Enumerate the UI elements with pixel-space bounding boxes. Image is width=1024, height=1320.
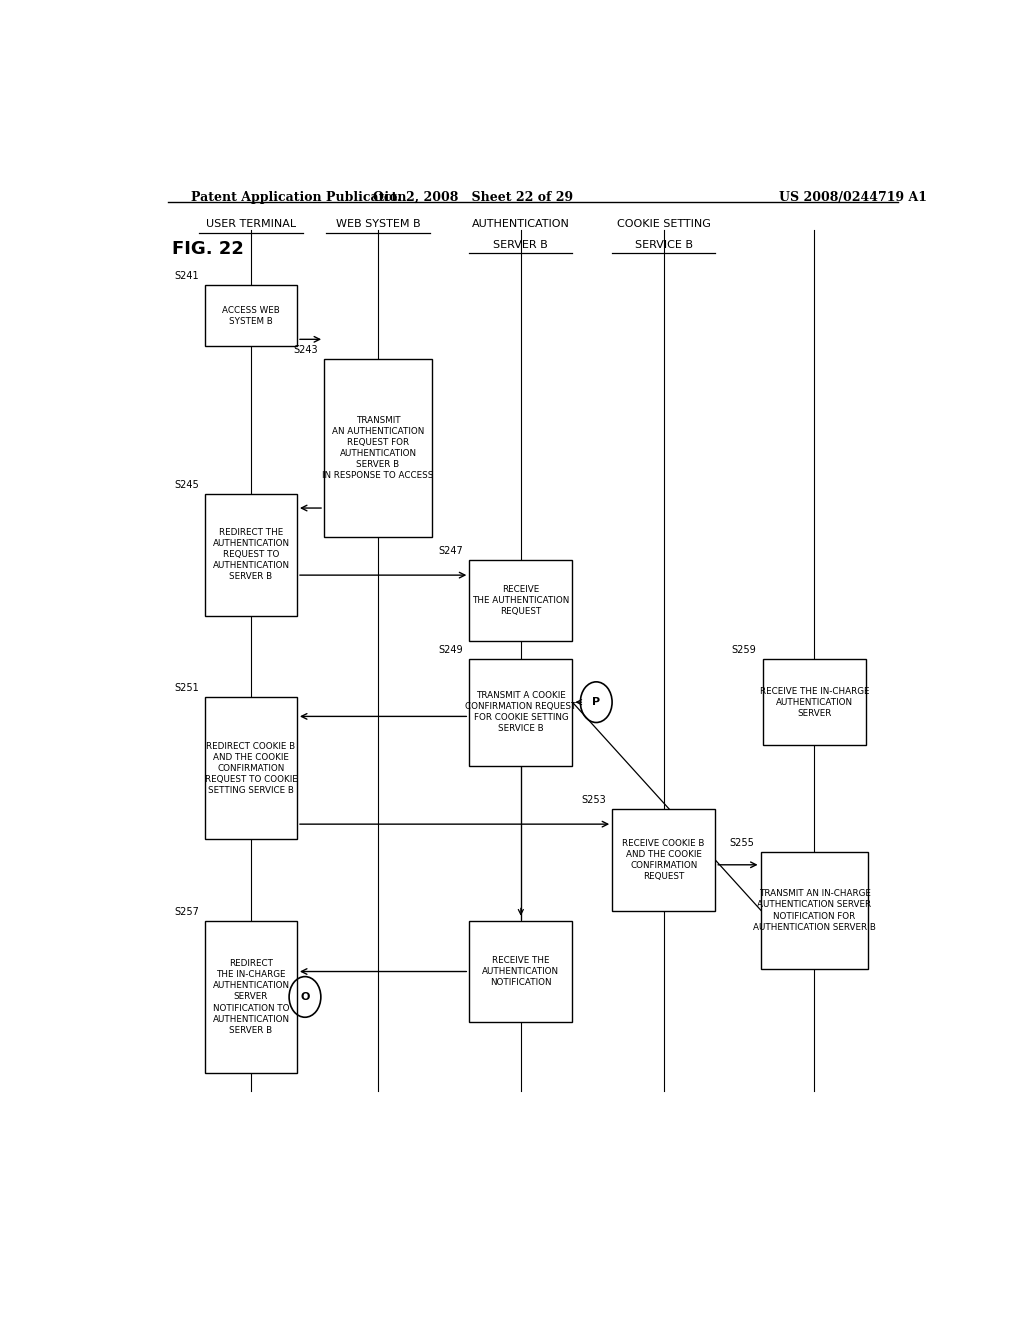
Text: S257: S257: [174, 907, 199, 916]
Text: S243: S243: [294, 345, 318, 355]
Text: O: O: [300, 991, 309, 1002]
Text: TRANSMIT AN IN-CHARGE
AUTHENTICATION SERVER
NOTIFICATION FOR
AUTHENTICATION SERV: TRANSMIT AN IN-CHARGE AUTHENTICATION SER…: [753, 890, 876, 932]
Text: REDIRECT THE
AUTHENTICATION
REQUEST TO
AUTHENTICATION
SERVER B: REDIRECT THE AUTHENTICATION REQUEST TO A…: [213, 528, 290, 582]
Text: REDIRECT COOKIE B
AND THE COOKIE
CONFIRMATION
REQUEST TO COOKIE
SETTING SERVICE : REDIRECT COOKIE B AND THE COOKIE CONFIRM…: [205, 742, 297, 795]
Text: P: P: [592, 697, 600, 708]
Text: Patent Application Publication: Patent Application Publication: [191, 191, 407, 203]
Text: S241: S241: [174, 272, 199, 281]
Text: S253: S253: [581, 795, 606, 805]
Text: S259: S259: [732, 645, 757, 655]
Bar: [469, 659, 572, 766]
Bar: [206, 285, 297, 346]
Text: FIG. 22: FIG. 22: [172, 240, 244, 257]
Bar: [763, 659, 866, 746]
Text: REDIRECT
THE IN-CHARGE
AUTHENTICATION
SERVER
NOTIFICATION TO
AUTHENTICATION
SERV: REDIRECT THE IN-CHARGE AUTHENTICATION SE…: [213, 960, 290, 1035]
Text: SERVICE B: SERVICE B: [635, 240, 692, 249]
Text: TRANSMIT
AN AUTHENTICATION
REQUEST FOR
AUTHENTICATION
SERVER B
IN RESPONSE TO AC: TRANSMIT AN AUTHENTICATION REQUEST FOR A…: [323, 416, 434, 480]
Text: US 2008/0244719 A1: US 2008/0244719 A1: [778, 191, 927, 203]
Bar: [325, 359, 431, 537]
Text: WEB SYSTEM B: WEB SYSTEM B: [336, 219, 420, 230]
Text: USER TERMINAL: USER TERMINAL: [206, 219, 296, 230]
Text: COOKIE SETTING: COOKIE SETTING: [616, 219, 711, 230]
Text: S247: S247: [438, 545, 463, 556]
Bar: [612, 809, 716, 911]
Bar: [761, 853, 868, 969]
Bar: [206, 494, 297, 615]
Bar: [206, 697, 297, 840]
Text: RECEIVE COOKIE B
AND THE COOKIE
CONFIRMATION
REQUEST: RECEIVE COOKIE B AND THE COOKIE CONFIRMA…: [623, 838, 705, 880]
Text: Oct. 2, 2008   Sheet 22 of 29: Oct. 2, 2008 Sheet 22 of 29: [373, 191, 573, 203]
Text: RECEIVE THE IN-CHARGE
AUTHENTICATION
SERVER: RECEIVE THE IN-CHARGE AUTHENTICATION SER…: [760, 686, 869, 718]
Text: RECEIVE
THE AUTHENTICATION
REQUEST: RECEIVE THE AUTHENTICATION REQUEST: [472, 585, 569, 616]
Text: TRANSMIT A COOKIE
CONFIRMATION REQUEST
FOR COOKIE SETTING
SERVICE B: TRANSMIT A COOKIE CONFIRMATION REQUEST F…: [465, 692, 577, 734]
Text: SERVER B: SERVER B: [494, 240, 548, 249]
Text: ACCESS WEB
SYSTEM B: ACCESS WEB SYSTEM B: [222, 306, 280, 326]
Text: S245: S245: [174, 479, 199, 490]
Bar: [469, 921, 572, 1022]
Bar: [469, 560, 572, 642]
Text: S251: S251: [174, 682, 199, 693]
Text: S255: S255: [730, 838, 755, 847]
Text: S249: S249: [438, 645, 463, 655]
Text: RECEIVE THE
AUTHENTICATION
NOTIFICATION: RECEIVE THE AUTHENTICATION NOTIFICATION: [482, 956, 559, 987]
Bar: [206, 921, 297, 1073]
Text: AUTHENTICATION: AUTHENTICATION: [472, 219, 569, 230]
